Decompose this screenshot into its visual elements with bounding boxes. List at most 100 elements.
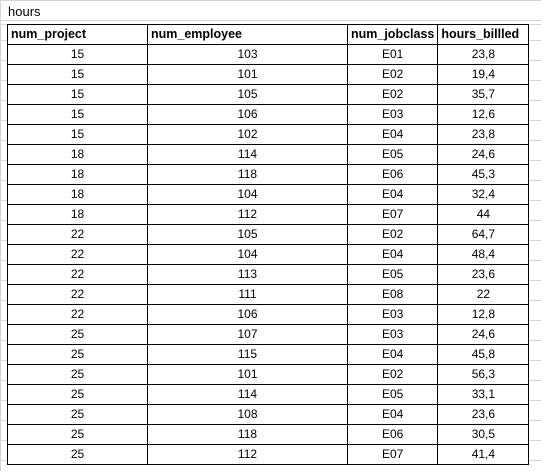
cell-hours-billed[interactable]: 56,3 [437, 364, 530, 385]
cell-hours-billed[interactable]: 12,8 [437, 304, 530, 325]
cell-hours-billed[interactable]: 24,6 [437, 144, 530, 165]
cell-num-employee[interactable]: 107 [147, 324, 348, 345]
cell-num-project[interactable]: 18 [7, 164, 148, 185]
cell-num-jobclass[interactable]: E01 [346, 44, 439, 65]
table-row: 22 105 E02 64,7 [7, 224, 530, 245]
cell-num-employee[interactable]: 115 [147, 344, 348, 365]
cell-hours-billed[interactable]: 23,8 [437, 44, 530, 65]
table-row: 15 101 E02 19,4 [7, 64, 530, 85]
cell-num-employee[interactable]: 102 [147, 124, 348, 145]
cell-num-jobclass[interactable]: E07 [346, 444, 439, 465]
table-row: 22 111 E08 22 [7, 284, 530, 305]
cell-num-employee[interactable]: 118 [147, 424, 348, 445]
cell-num-employee[interactable]: 112 [147, 204, 348, 225]
cell-num-project[interactable]: 18 [7, 204, 148, 225]
cell-num-employee[interactable]: 114 [147, 384, 348, 405]
cell-hours-billed[interactable]: 23,8 [437, 124, 530, 145]
cell-num-jobclass[interactable]: E06 [346, 164, 439, 185]
cell-num-jobclass[interactable]: E04 [346, 344, 439, 365]
cell-num-employee[interactable]: 104 [147, 244, 348, 265]
cell-num-employee[interactable]: 106 [147, 104, 348, 125]
cell-num-employee[interactable]: 103 [147, 44, 348, 65]
cell-hours-billed[interactable]: 35,7 [437, 84, 530, 105]
cell-num-project[interactable]: 22 [7, 284, 148, 305]
cell-num-jobclass[interactable]: E08 [346, 284, 439, 305]
cell-hours-billed[interactable]: 22 [437, 284, 530, 305]
header-num-employee[interactable]: num_employee [147, 24, 348, 45]
cell-num-jobclass[interactable]: E02 [346, 364, 439, 385]
cell-num-jobclass[interactable]: E04 [346, 124, 439, 145]
cell-hours-billed[interactable]: 45,8 [437, 344, 530, 365]
cell-num-employee[interactable]: 111 [147, 284, 348, 305]
cell-hours-billed[interactable]: 44 [437, 204, 530, 225]
cell-num-project[interactable]: 25 [7, 444, 148, 465]
cell-hours-billed[interactable]: 48,4 [437, 244, 530, 265]
cell-num-project[interactable]: 25 [7, 424, 148, 445]
cell-num-project[interactable]: 22 [7, 244, 148, 265]
cell-num-jobclass[interactable]: E04 [346, 244, 439, 265]
cell-num-employee[interactable]: 118 [147, 164, 348, 185]
cell-hours-billed[interactable]: 23,6 [437, 404, 530, 425]
header-hours-billed[interactable]: hours_billled [437, 24, 530, 45]
cell-num-employee[interactable]: 104 [147, 184, 348, 205]
cell-hours-billed[interactable]: 23,6 [437, 264, 530, 285]
cell-num-jobclass[interactable]: E05 [346, 384, 439, 405]
cell-num-project[interactable]: 22 [7, 224, 148, 245]
cell-num-jobclass[interactable]: E06 [346, 424, 439, 445]
cell-num-project[interactable]: 15 [7, 84, 148, 105]
cell-num-project[interactable]: 15 [7, 124, 148, 145]
cell-num-jobclass[interactable]: E04 [346, 404, 439, 425]
cell-num-jobclass[interactable]: E07 [346, 204, 439, 225]
cell-num-project[interactable]: 25 [7, 404, 148, 425]
cell-num-project[interactable]: 15 [7, 104, 148, 125]
cell-num-employee[interactable]: 105 [147, 224, 348, 245]
table-row: 25 118 E06 30,5 [7, 424, 530, 445]
cell-num-project[interactable]: 25 [7, 384, 148, 405]
table-row: 22 113 E05 23,6 [7, 264, 530, 285]
cell-num-employee[interactable]: 112 [147, 444, 348, 465]
cell-num-employee[interactable]: 113 [147, 264, 348, 285]
cell-num-jobclass[interactable]: E04 [346, 184, 439, 205]
cell-hours-billed[interactable]: 24,6 [437, 324, 530, 345]
table-row: 22 104 E04 48,4 [7, 244, 530, 265]
cell-num-employee[interactable]: 114 [147, 144, 348, 165]
cell-num-jobclass[interactable]: E05 [346, 264, 439, 285]
cell-hours-billed[interactable]: 64,7 [437, 224, 530, 245]
cell-num-jobclass[interactable]: E03 [346, 104, 439, 125]
cell-hours-billed[interactable]: 33,1 [437, 384, 530, 405]
header-row: num_project num_employee num_jobclass ho… [7, 24, 530, 45]
cell-num-jobclass[interactable]: E05 [346, 144, 439, 165]
cell-num-project[interactable]: 18 [7, 144, 148, 165]
cell-num-jobclass[interactable]: E02 [346, 64, 439, 85]
cell-num-project[interactable]: 25 [7, 344, 148, 365]
cell-hours-billed[interactable]: 19,4 [437, 64, 530, 85]
cell-num-employee[interactable]: 105 [147, 84, 348, 105]
header-num-project[interactable]: num_project [7, 24, 148, 45]
cell-num-project[interactable]: 22 [7, 304, 148, 325]
cell-num-jobclass[interactable]: E02 [346, 224, 439, 245]
cell-num-project[interactable]: 18 [7, 184, 148, 205]
cell-num-project[interactable]: 15 [7, 44, 148, 65]
cell-num-project[interactable]: 22 [7, 264, 148, 285]
hours-table: num_project num_employee num_jobclass ho… [7, 24, 530, 465]
cell-num-project[interactable]: 25 [7, 364, 148, 385]
cell-hours-billed[interactable]: 12,6 [437, 104, 530, 125]
sheet-title-cell[interactable]: hours [8, 4, 41, 19]
cell-num-jobclass[interactable]: E03 [346, 324, 439, 345]
cell-num-employee[interactable]: 108 [147, 404, 348, 425]
cell-num-employee[interactable]: 101 [147, 364, 348, 385]
cell-num-employee[interactable]: 101 [147, 64, 348, 85]
cell-hours-billed[interactable]: 30,5 [437, 424, 530, 445]
cell-num-project[interactable]: 15 [7, 64, 148, 85]
cell-hours-billed[interactable]: 41,4 [437, 444, 530, 465]
header-num-jobclass[interactable]: num_jobclass [346, 24, 439, 45]
cell-hours-billed[interactable]: 45,3 [437, 164, 530, 185]
cell-num-employee[interactable]: 106 [147, 304, 348, 325]
table-row: 15 103 E01 23,8 [7, 44, 530, 65]
cell-num-jobclass[interactable]: E03 [346, 304, 439, 325]
cell-num-project[interactable]: 25 [7, 324, 148, 345]
cell-num-jobclass[interactable]: E02 [346, 84, 439, 105]
cell-hours-billed[interactable]: 32,4 [437, 184, 530, 205]
title-row[interactable]: hours [0, 0, 541, 25]
